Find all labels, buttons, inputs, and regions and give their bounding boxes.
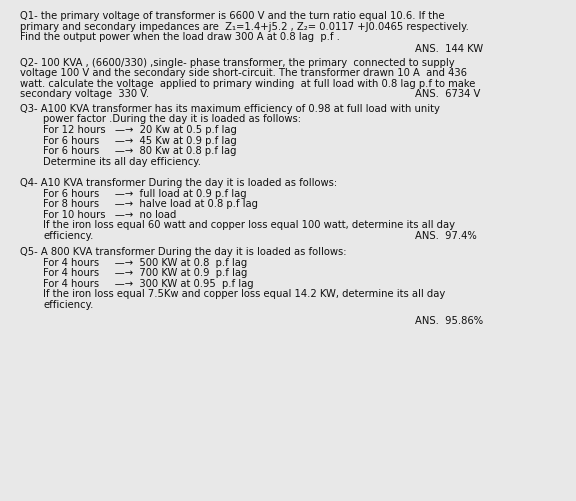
Text: Q5- A 800 KVA transformer During the day it is loaded as follows:: Q5- A 800 KVA transformer During the day… bbox=[20, 246, 347, 257]
Text: For 6 hours     —→  80 Kw at 0.8 p.f lag: For 6 hours —→ 80 Kw at 0.8 p.f lag bbox=[43, 146, 237, 156]
Text: Q2- 100 KVA , (6600/330) ,single- phase transformer, the primary  connected to s: Q2- 100 KVA , (6600/330) ,single- phase … bbox=[20, 58, 455, 68]
Text: ANS.  97.4%: ANS. 97.4% bbox=[415, 230, 476, 240]
Text: ANS.  95.86%: ANS. 95.86% bbox=[415, 316, 483, 326]
Text: For 8 hours     —→  halve load at 0.8 p.f lag: For 8 hours —→ halve load at 0.8 p.f lag bbox=[43, 199, 258, 209]
Text: Q3- A100 KVA transformer has its maximum efficiency of 0.98 at full load with un: Q3- A100 KVA transformer has its maximum… bbox=[20, 104, 440, 114]
Text: For 4 hours     —→  500 KW at 0.8  p.f lag: For 4 hours —→ 500 KW at 0.8 p.f lag bbox=[43, 257, 248, 267]
Text: For 10 hours   —→  no load: For 10 hours —→ no load bbox=[43, 209, 177, 219]
Text: For 4 hours     —→  300 KW at 0.95  p.f lag: For 4 hours —→ 300 KW at 0.95 p.f lag bbox=[43, 278, 254, 288]
Text: Determine its all day efficiency.: Determine its all day efficiency. bbox=[43, 156, 201, 166]
Text: Q1- the primary voltage of transformer is 6600 V and the turn ratio equal 10.6. : Q1- the primary voltage of transformer i… bbox=[20, 11, 445, 21]
Text: ANS.  6734 V: ANS. 6734 V bbox=[415, 89, 480, 99]
Text: For 6 hours     —→  full load at 0.9 p.f lag: For 6 hours —→ full load at 0.9 p.f lag bbox=[43, 188, 247, 198]
Text: voltage 100 V and the secondary side short-circuit. The transformer drawn 10 A  : voltage 100 V and the secondary side sho… bbox=[20, 68, 467, 78]
Text: ANS.  144 KW: ANS. 144 KW bbox=[415, 44, 483, 54]
Text: If the iron loss equal 7.5Kw and copper loss equal 14.2 KW, determine its all da: If the iron loss equal 7.5Kw and copper … bbox=[43, 289, 445, 299]
Text: efficiency.: efficiency. bbox=[43, 299, 93, 309]
Text: For 4 hours     —→  700 KW at 0.9  p.f lag: For 4 hours —→ 700 KW at 0.9 p.f lag bbox=[43, 268, 248, 278]
Text: Find the output power when the load draw 300 A at 0.8 lag  p.f .: Find the output power when the load draw… bbox=[20, 32, 340, 42]
Text: efficiency.: efficiency. bbox=[43, 230, 93, 240]
Text: primary and secondary impedances are  Z₁=1.4+j5.2 , Z₂= 0.0117 +J0.0465 respecti: primary and secondary impedances are Z₁=… bbox=[20, 22, 469, 32]
Text: watt. calculate the voltage  applied to primary winding  at full load with 0.8 l: watt. calculate the voltage applied to p… bbox=[20, 79, 476, 89]
Text: Q4- A10 KVA transformer During the day it is loaded as follows:: Q4- A10 KVA transformer During the day i… bbox=[20, 178, 338, 188]
Text: For 12 hours   —→  20 Kw at 0.5 p.f lag: For 12 hours —→ 20 Kw at 0.5 p.f lag bbox=[43, 125, 237, 135]
Text: If the iron loss equal 60 watt and copper loss equal 100 watt, determine its all: If the iron loss equal 60 watt and coppe… bbox=[43, 220, 455, 230]
Text: secondary voltage  330 V.: secondary voltage 330 V. bbox=[20, 89, 149, 99]
Text: power factor .During the day it is loaded as follows:: power factor .During the day it is loade… bbox=[43, 114, 301, 124]
Text: For 6 hours     —→  45 Kw at 0.9 p.f lag: For 6 hours —→ 45 Kw at 0.9 p.f lag bbox=[43, 135, 237, 145]
